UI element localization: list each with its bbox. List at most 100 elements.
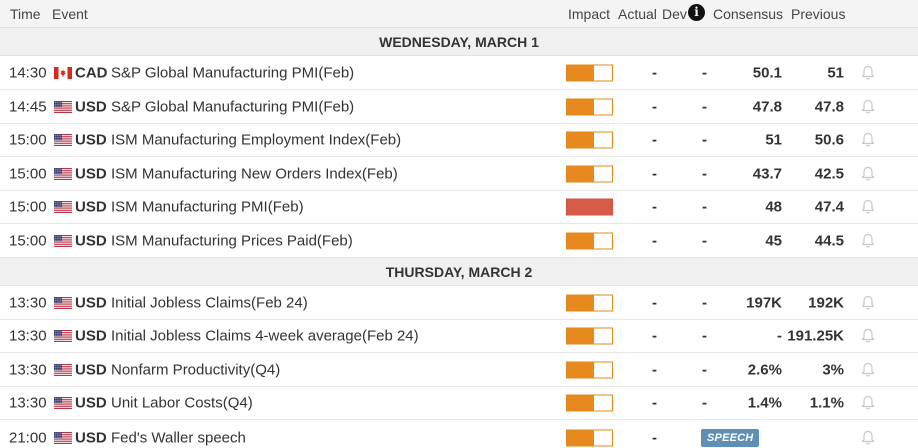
table-row[interactable]: 13:30 USD Nonfarm Productivity(Q4) - - 2.6% 3% [0,353,918,387]
table-row[interactable]: 13:30 USD Initial Jobless Claims(Feb 24) - -… [0,286,918,320]
event-name[interactable]: S&P Global Manufacturing PMI(Feb) [111,64,355,81]
usa-flag-icon [54,201,72,213]
consensus-value: 197K [746,294,782,311]
impact-bar-fill [567,362,594,377]
bell-icon[interactable] [859,131,877,149]
event-currency: USD [75,361,107,378]
table-row[interactable]: 13:30 USD Unit Labor Costs(Q4) - - 1.4% 1.1% [0,387,918,420]
previous-value: 44.5 [814,232,844,249]
col-consensus[interactable]: Consensus [713,6,784,22]
event-time: 13:30 [9,394,47,412]
usa-flag-icon [54,296,72,309]
event-name[interactable]: ISM Manufacturing New Orders Index(Feb) [111,165,398,182]
previous-value: 50.6 [814,131,844,149]
col-event[interactable]: Event [52,6,88,22]
table-row[interactable]: 21:00 USD Fed's Waller speech - SPEECH [0,420,918,448]
bell-icon[interactable] [859,294,877,312]
event-name[interactable]: ISM Manufacturing Employment Index(Feb) [111,131,402,149]
event-time: 13:30 [9,327,47,345]
bell-icon[interactable] [859,361,877,379]
impact-bar-fill [567,166,594,181]
dev-value: - [702,131,707,149]
consensus-value: - [777,327,782,345]
table-row[interactable]: 15:00 USD ISM Manufacturing Prices Paid(Fe… [0,224,918,258]
event-name[interactable]: S&P Global Manufacturing PMI(Feb) [111,98,355,115]
actual-value: - [652,394,657,412]
event-time: 13:30 [9,361,47,378]
usa-flag-icon [54,363,72,376]
event-time: 21:00 [9,429,47,446]
actual-value: - [652,232,657,249]
impact-bar [566,327,613,345]
table-row[interactable]: 14:30 CAD S&P Global Manufacturing PMI(Feb… [0,56,918,90]
speech-badge: SPEECH [701,428,760,447]
usa-flag-icon [54,330,72,342]
col-time[interactable]: Time [10,6,41,22]
previous-value: 191.25K [787,327,844,345]
usa-flag-icon [54,100,72,113]
dev-value: - [702,64,707,81]
canada-flag-icon [54,66,72,79]
impact-bar-fill [567,430,594,445]
bell-icon[interactable] [859,429,877,447]
event-time: 15:00 [9,232,47,249]
actual-value: - [652,131,657,149]
actual-value: - [652,165,657,182]
event-name[interactable]: Fed's Waller speech [111,429,246,446]
actual-value: - [652,64,657,81]
dev-value: - [702,361,707,378]
event-name[interactable]: ISM Manufacturing Prices Paid(Feb) [111,232,353,249]
event-currency: USD [75,131,107,149]
event-name[interactable]: Unit Labor Costs(Q4) [111,394,253,412]
table-row[interactable]: 15:00 USD ISM Manufacturing Employment Ind… [0,124,918,157]
bell-icon[interactable] [859,394,877,412]
dev-value: - [702,327,707,345]
usa-flag-icon [54,397,72,409]
bell-icon[interactable] [859,165,877,183]
bell-icon[interactable] [859,98,877,116]
bell-icon[interactable] [859,232,877,250]
table-row[interactable]: 14:45 USD S&P Global Manufacturing PMI(Feb… [0,90,918,124]
impact-bar-fill [567,65,594,80]
info-icon[interactable]: i [688,4,705,21]
event-currency: USD [75,429,107,446]
table-row[interactable]: 15:00 USD ISM Manufacturing PMI(Feb) - - 48 47… [0,191,918,224]
previous-value: 47.4 [814,198,844,216]
dev-value: - [702,232,707,249]
impact-bar-fill [567,199,612,215]
table-row[interactable]: 15:00 USD ISM Manufacturing New Orders Ind… [0,157,918,191]
impact-bar [566,232,613,249]
dev-value: - [702,98,707,115]
impact-bar-fill [567,99,594,114]
event-name[interactable]: ISM Manufacturing PMI(Feb) [111,198,304,216]
day-header: WEDNESDAY, MARCH 1 [0,28,918,56]
consensus-value: 45 [765,232,782,249]
previous-value: 1.1% [809,394,844,412]
impact-bar [566,361,613,378]
col-actual[interactable]: Actual [618,6,657,22]
bell-icon[interactable] [859,64,877,82]
previous-value: 42.5 [814,165,844,182]
event-name[interactable]: Nonfarm Productivity(Q4) [111,361,281,378]
event-name[interactable]: Initial Jobless Claims(Feb 24) [111,294,308,311]
col-previous[interactable]: Previous [791,6,846,22]
usa-flag-icon [54,431,72,444]
col-impact[interactable]: Impact [568,6,611,22]
event-currency: USD [75,98,107,115]
consensus-value: 47.8 [752,98,782,115]
impact-bar [566,165,613,182]
col-dev[interactable]: Dev [662,6,687,22]
bell-icon[interactable] [859,198,877,216]
event-currency: USD [75,232,107,249]
impact-bar-fill [567,233,594,248]
actual-value: - [652,98,657,115]
table-row[interactable]: 13:30 USD Initial Jobless Claims 4-week av… [0,320,918,353]
event-name[interactable]: Initial Jobless Claims 4-week average(Fe… [111,327,419,345]
actual-value: - [652,294,657,311]
actual-value: - [652,327,657,345]
day-header: THURSDAY, MARCH 2 [0,258,918,286]
impact-bar [566,98,613,115]
usa-flag-icon [54,234,72,247]
bell-icon[interactable] [859,327,877,345]
consensus-value: 48 [765,198,782,216]
